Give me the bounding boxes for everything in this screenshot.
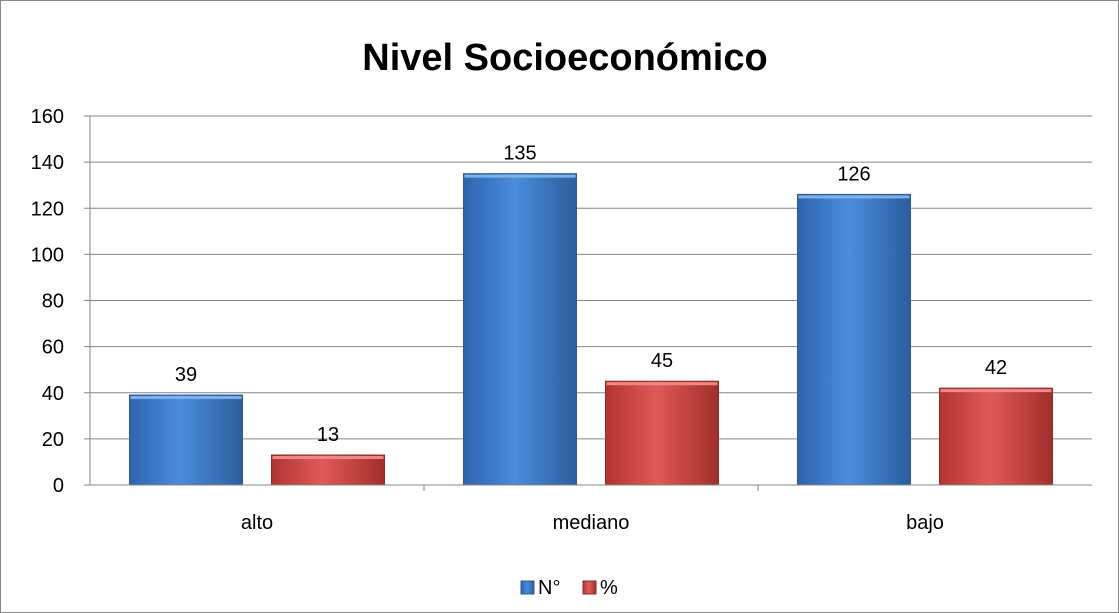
legend-swatch-1 — [582, 580, 597, 595]
y-tick-label: 80 — [42, 291, 64, 313]
y-tick-label: 0 — [53, 475, 64, 497]
bar-top-highlight — [606, 382, 718, 386]
y-tick-label: 60 — [42, 337, 64, 359]
bar-count-alto — [129, 394, 243, 486]
y-tick-label: 160 — [31, 106, 64, 128]
x-category-label: mediano — [553, 512, 630, 534]
chart-title: Nivel Socioeconómico — [362, 37, 767, 79]
y-tick-label: 100 — [31, 244, 64, 266]
bar-top-highlight — [798, 195, 910, 199]
bar-percent-alto — [271, 454, 385, 486]
x-category-label: alto — [241, 512, 273, 534]
legend: N°% — [520, 577, 618, 599]
data-label: 13 — [317, 424, 339, 446]
y-tick-label: 40 — [42, 383, 64, 405]
bars-layer: 39 13 135 45 126 42 — [129, 143, 1053, 486]
y-tick-label: 20 — [42, 429, 64, 451]
legend-label: % — [600, 577, 618, 599]
y-tick-label: 120 — [31, 198, 64, 220]
bar-top-highlight — [130, 396, 242, 400]
bar-top-highlight — [940, 389, 1052, 393]
bar-percent-bajo — [939, 387, 1053, 486]
bar-top-highlight — [272, 456, 384, 460]
legend-label: N° — [538, 577, 560, 599]
bar-count-bajo — [797, 193, 911, 486]
data-label: 135 — [503, 143, 536, 165]
data-label: 126 — [837, 163, 870, 185]
bar-count-mediano — [463, 173, 577, 486]
axis-layer: 0 20 40 60 80 100 120 140 160 alto mediano bajo — [31, 106, 1092, 534]
legend-swatch-0 — [520, 580, 535, 595]
y-tick-label: 140 — [31, 152, 64, 174]
data-label: 42 — [985, 357, 1007, 379]
bar-percent-mediano — [605, 380, 719, 486]
data-label: 45 — [651, 350, 673, 372]
grid-layer — [90, 115, 1092, 440]
bar-top-highlight — [464, 174, 576, 178]
x-category-label: bajo — [906, 512, 944, 534]
data-label: 39 — [175, 364, 197, 386]
